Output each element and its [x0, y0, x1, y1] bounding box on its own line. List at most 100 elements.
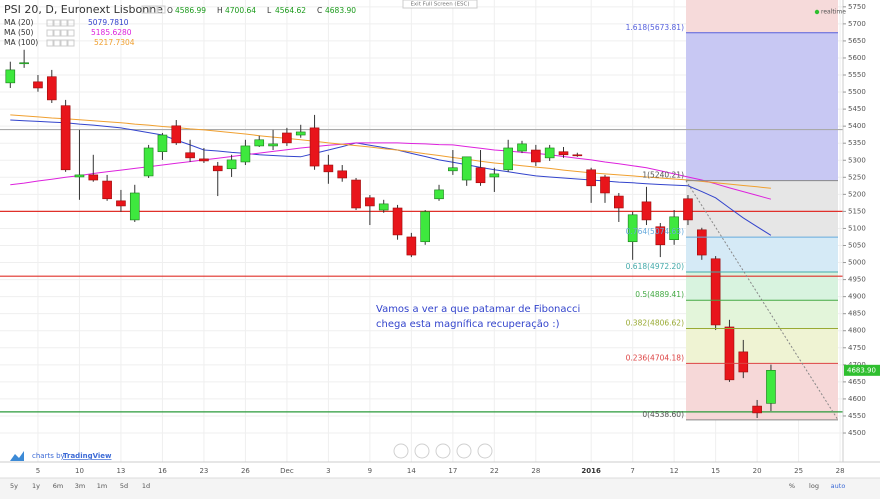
range-button[interactable]: 6m — [53, 482, 63, 490]
range-button[interactable]: 5y — [10, 482, 18, 490]
candle-body — [614, 195, 624, 209]
header-icon[interactable] — [149, 5, 158, 14]
candle-body — [489, 173, 500, 178]
ma-legend-icon[interactable] — [67, 19, 75, 27]
candle-body — [102, 180, 112, 200]
x-tick-label: 13 — [116, 467, 125, 475]
x-tick-label: 23 — [199, 467, 208, 475]
ma-legend-icon[interactable] — [53, 19, 61, 27]
ma-legend-icon[interactable] — [60, 19, 68, 27]
ma-legend-icon[interactable] — [46, 29, 54, 37]
x-tick-label: 16 — [158, 467, 167, 475]
y-tick-label: 4950 — [848, 276, 866, 284]
candle-body — [254, 139, 265, 147]
candle-body — [268, 143, 278, 147]
candle-body — [116, 200, 126, 207]
last-price-label: 4683.90 — [847, 366, 876, 374]
x-tick-label: 10 — [75, 467, 84, 475]
range-button[interactable]: 1y — [32, 482, 40, 490]
ma-legend-name: MA (20) — [4, 18, 33, 27]
scale-option[interactable]: log — [809, 482, 819, 490]
candle-body — [143, 147, 154, 177]
nav-button[interactable] — [414, 443, 430, 459]
fib-band — [686, 300, 838, 329]
candle-body — [157, 134, 168, 153]
candle-body — [406, 236, 417, 256]
y-tick-label: 5550 — [848, 71, 866, 79]
y-axis — [843, 0, 880, 462]
candle-body — [171, 125, 182, 144]
candle-body — [600, 176, 610, 194]
ma-legend-icon[interactable] — [53, 39, 61, 47]
candle-body — [309, 127, 320, 167]
nav-button[interactable] — [393, 443, 409, 459]
header-icon[interactable] — [141, 5, 150, 14]
scale-option[interactable]: % — [789, 482, 795, 490]
candle-body — [696, 229, 707, 256]
candle-body — [212, 165, 223, 172]
scale-option[interactable]: auto — [831, 482, 846, 490]
y-tick-label: 5100 — [848, 224, 866, 232]
nav-button[interactable] — [435, 443, 451, 459]
x-tick-label: 2016 — [581, 467, 601, 475]
range-button[interactable]: 3m — [75, 482, 85, 490]
ma-legend-icon[interactable] — [67, 29, 75, 37]
candle-body — [738, 351, 749, 373]
header-icon[interactable] — [157, 5, 166, 14]
range-button[interactable]: 1d — [142, 482, 150, 490]
candle-body — [517, 143, 527, 152]
ohlc-value: 4586.99 — [175, 6, 206, 15]
candle-body — [282, 132, 292, 144]
fib-label: 0.764(5074.63) — [626, 227, 684, 236]
realtime-dot — [814, 9, 820, 15]
ma-legend-icon[interactable] — [46, 39, 54, 47]
fib-band — [686, 363, 838, 420]
candle-body — [752, 405, 762, 414]
y-tick-label: 4600 — [848, 395, 866, 403]
x-tick-label: 5 — [36, 467, 40, 475]
y-tick-label: 5150 — [848, 207, 866, 215]
candle-body — [295, 131, 306, 136]
ma-legend-icon[interactable] — [67, 39, 75, 47]
candle-body — [531, 149, 541, 163]
candle-body — [392, 207, 403, 236]
annotation: Vamos a ver a que patamar de Fibonacci — [376, 304, 580, 315]
fib-band — [686, 328, 838, 364]
fib-trend-line — [685, 180, 839, 421]
last-price-box — [844, 364, 880, 376]
ma-legend-value: 5217.7304 — [94, 38, 135, 47]
y-tick-label: 5300 — [848, 156, 866, 164]
range-button[interactable]: 5d — [120, 482, 128, 490]
exit-fullscreen: Exit Full Screen (ESC) — [410, 2, 469, 8]
candle-body — [226, 159, 237, 170]
candle-body — [33, 81, 43, 89]
candle-body — [434, 189, 444, 200]
fib-label: 0.618(4972.20) — [626, 262, 684, 271]
fib-label: 0.236(4704.18) — [626, 353, 684, 362]
ohlc-key: H — [217, 6, 223, 15]
ma-legend-icon[interactable] — [60, 29, 68, 37]
x-tick-label: 22 — [490, 467, 499, 475]
candle-body — [199, 158, 209, 162]
candle-body — [503, 147, 513, 171]
x-tick-label: 20 — [753, 467, 762, 475]
ma-legend-icon[interactable] — [60, 39, 68, 47]
nav-button[interactable] — [477, 443, 493, 459]
ma-legend-name: MA (100) — [4, 38, 38, 47]
ma-legend-icon[interactable] — [53, 29, 61, 37]
x-tick-label: 17 — [448, 467, 457, 475]
ma-legend-icon[interactable] — [46, 19, 54, 27]
ma-line — [10, 119, 772, 236]
range-button[interactable]: 1m — [97, 482, 107, 490]
exit-fullscreen-button[interactable] — [402, 0, 478, 9]
nav-button[interactable] — [456, 443, 472, 459]
candle-body — [683, 198, 693, 221]
annotation: chega esta magnífica recuperação :) — [376, 318, 560, 330]
candle-body — [655, 226, 666, 246]
candle-body — [365, 197, 375, 207]
fib-label: 1.618(5673.81) — [626, 23, 684, 32]
ma-line — [10, 114, 771, 189]
realtime: realtime — [821, 9, 846, 16]
y-tick-label: 4550 — [848, 412, 866, 420]
